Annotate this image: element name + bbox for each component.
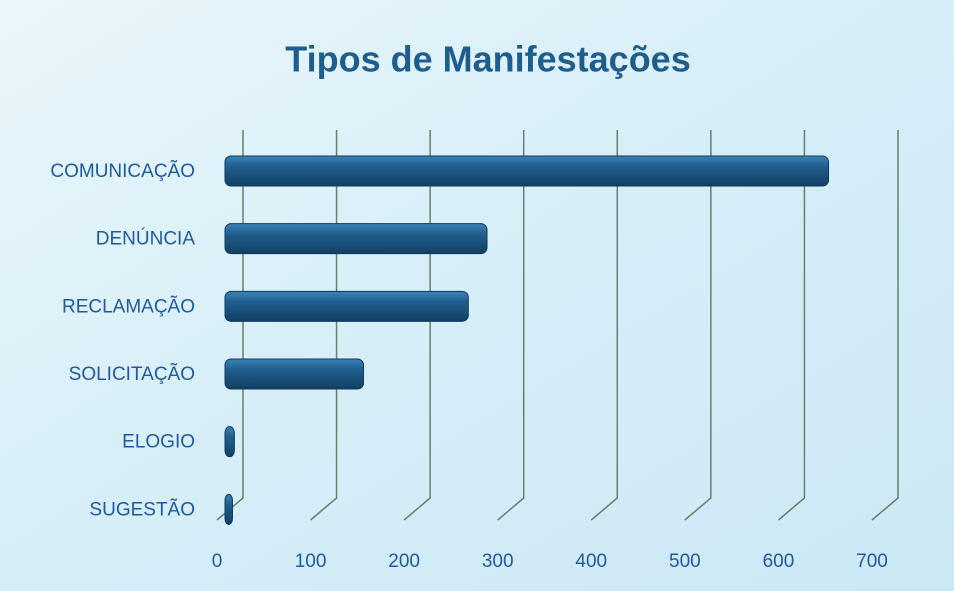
bar [224,358,364,390]
grid-line [871,130,899,521]
grid-line [497,130,525,521]
grid-line [777,130,806,521]
x-tick-label: 0 [212,551,223,572]
plot-area: 0 100 200 300 400 500 600 700 COMUNICAÇÃO DENÚNCI… [50,130,899,572]
x-tick-label: 100 [295,551,327,572]
y-tick-label: ELOGIO [122,432,195,453]
bar [224,290,469,322]
y-tick-label: DENÚNCIA [96,228,196,250]
x-tick-label: 200 [388,551,420,572]
y-tick-label: SUGESTÃO [89,498,195,520]
bar [224,155,830,187]
x-tick-label: 700 [856,551,888,572]
x-tick-label: 500 [669,551,701,572]
chart-title: Tipos de Manifestações [285,39,690,80]
y-tick-label: RECLAMAÇÃO [62,295,195,317]
bar [224,426,235,458]
x-tick-label: 600 [763,551,795,572]
x-tick-label: 400 [575,551,607,572]
grid-line [590,130,619,521]
bar [224,223,488,255]
y-tick-label: COMUNICAÇÃO [50,160,195,182]
bar [224,493,233,525]
grid-line [684,130,712,521]
y-tick-label: SOLICITAÇÃO [69,363,195,385]
x-tick-label: 300 [482,551,514,572]
